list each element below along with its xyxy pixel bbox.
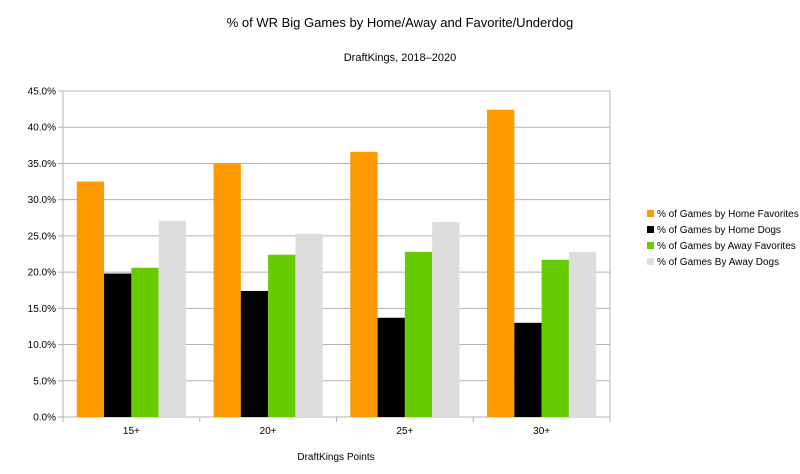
bar: [268, 254, 296, 417]
y-tick-label: 45.0%: [28, 87, 56, 98]
legend-label: % of Games by Home Favorites: [657, 209, 799, 220]
legend-swatch: [647, 226, 654, 233]
y-tick-label: 25.0%: [28, 231, 56, 242]
x-tick-label: 25+: [396, 426, 413, 437]
chart-title: % of WR Big Games by Home/Away and Favor…: [227, 15, 574, 30]
x-axis-label: DraftKings Points: [297, 452, 374, 463]
bar: [295, 233, 323, 417]
bar: [432, 222, 460, 417]
bar: [568, 251, 597, 417]
bar: [213, 163, 241, 417]
chart-subtitle: DraftKings, 2018–2020: [344, 52, 457, 64]
x-tick-label: 15+: [123, 426, 140, 437]
x-tick-label: 20+: [260, 426, 277, 437]
bar: [104, 273, 132, 417]
y-tick-label: 30.0%: [28, 195, 56, 206]
bar: [541, 259, 569, 417]
bar: [158, 220, 186, 417]
legend-swatch: [647, 242, 654, 249]
bar: [240, 290, 269, 417]
y-tick-label: 35.0%: [28, 159, 56, 170]
legend-label: % of Games By Away Dogs: [657, 257, 779, 268]
bar: [131, 267, 159, 417]
x-axis-ticks: 15+ 20+ 25+ 30+: [62, 417, 611, 437]
bar: [377, 317, 405, 417]
y-tick-label: 40.0%: [28, 123, 56, 134]
bars: [76, 109, 597, 417]
y-axis-ticks: 0.0% 5.0% 10.0% 15.0% 20.0% 25.0% 30.0% 35.0% 40…: [28, 87, 63, 424]
bar: [514, 322, 542, 417]
y-tick-label: 20.0%: [28, 268, 56, 279]
legend-label: % of Games by Home Dogs: [657, 225, 781, 236]
y-tick-label: 0.0%: [33, 413, 56, 424]
x-tick-label: 30+: [533, 426, 550, 437]
legend-swatch: [647, 210, 654, 217]
legend-label: % of Games by Away Favorites: [657, 241, 796, 252]
legend-swatch: [647, 258, 654, 265]
y-tick-label: 10.0%: [28, 340, 56, 351]
bar: [487, 109, 515, 417]
bar: [404, 251, 433, 417]
y-tick-label: 5.0%: [33, 376, 56, 387]
legend: % of Games by Home Favorites % of Games b…: [647, 209, 799, 268]
bar: [76, 181, 105, 417]
bar: [350, 151, 378, 417]
y-tick-label: 15.0%: [28, 304, 56, 315]
